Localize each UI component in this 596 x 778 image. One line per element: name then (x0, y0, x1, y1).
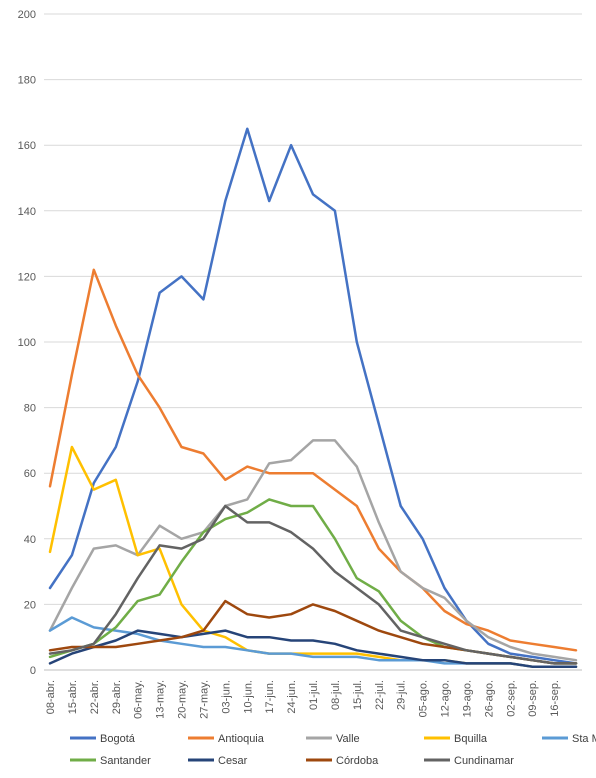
series-line-6 (48, 629, 578, 668)
x-tick-label: 26-ago. (483, 680, 495, 717)
y-tick-label: 140 (18, 206, 36, 218)
x-tick-label: 22-jul. (374, 680, 386, 710)
x-tick-label: 22-abr. (89, 680, 101, 714)
legend-label: Cesar (218, 755, 248, 767)
x-tick-label: 08-abr. (45, 680, 57, 714)
legend-label: Antioquia (218, 733, 265, 745)
series-line-8 (48, 504, 578, 665)
legend-label: Bquilla (454, 733, 488, 745)
x-axis: 08-abr. 15-abr. 22-abr. 29-abr. 06-may. 13-ma… (44, 669, 582, 719)
x-tick-label: 13-may. (155, 680, 167, 719)
y-tick-label: 100 (18, 337, 36, 349)
x-tick-label: 19-ago. (461, 680, 473, 717)
y-tick-label: 120 (18, 271, 36, 283)
y-tick-label: 180 (18, 75, 36, 87)
x-tick-label: 29-abr. (111, 680, 123, 714)
x-tick-label: 08-jul. (330, 680, 342, 710)
y-axis: 0 20 40 60 80 100 120 140 160 180 200 (18, 9, 36, 677)
x-tick-label: 20-may. (177, 680, 189, 719)
x-tick-label: 03-jun. (220, 680, 232, 714)
x-tick-label: 17-jun. (264, 680, 276, 714)
series-line-1 (48, 268, 578, 652)
x-tick-label: 15-jul. (352, 680, 364, 710)
x-tick-label: 01-jul. (308, 680, 320, 710)
gridlines (44, 13, 582, 671)
x-tick-label: 12-ago. (440, 680, 452, 717)
x-tick-label: 29-jul. (396, 680, 408, 710)
x-tick-label: 02-sep. (505, 680, 517, 717)
y-tick-label: 200 (18, 9, 36, 21)
legend: Bogotá Antioquia Valle Bquilla Sta Marta Sant… (70, 733, 596, 767)
y-tick-label: 20 (24, 599, 36, 611)
x-tick-label: 06-may. (133, 680, 145, 719)
y-tick-label: 80 (24, 403, 36, 415)
legend-label: Valle (336, 733, 360, 745)
x-tick-label: 15-abr. (67, 680, 79, 714)
x-tick-label: 16-sep. (549, 680, 561, 717)
series-line-0 (48, 127, 578, 665)
y-tick-label: 0 (30, 665, 36, 677)
legend-label: Cundinamar (454, 755, 514, 767)
x-tick-label: 05-ago. (418, 680, 430, 717)
series-lines (48, 127, 578, 668)
y-tick-label: 60 (24, 468, 36, 480)
legend-label: Córdoba (336, 755, 379, 767)
legend-label: Bogotá (100, 733, 136, 745)
x-tick-label: 24-jun. (286, 680, 298, 714)
legend-label: Sta Marta (572, 733, 596, 745)
x-tick-label: 09-sep. (527, 680, 539, 717)
legend-label: Santander (100, 755, 151, 767)
y-tick-label: 160 (18, 140, 36, 152)
x-tick-label: 10-jun. (242, 680, 254, 714)
y-tick-label: 40 (24, 534, 36, 546)
x-tick-label: 27-may. (198, 680, 210, 719)
